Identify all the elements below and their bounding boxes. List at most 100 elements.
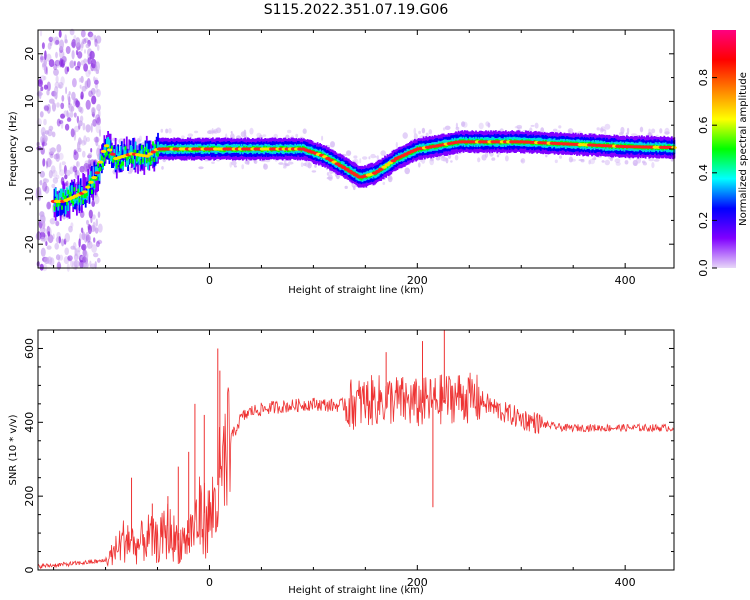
spectrogram-band-cell: [78, 198, 81, 203]
spectrogram-band-cell: [82, 199, 85, 205]
spectrogram-band-cell: [81, 191, 83, 213]
spectrogram-noise-speck: [48, 125, 54, 131]
spectrogram-band-cell: [155, 153, 158, 162]
spectrogram-noise-speck: [47, 231, 51, 237]
spectrogram-band-cell: [122, 161, 124, 171]
spectrogram-noise-speck: [66, 117, 72, 122]
spectrogram-noise-speck: [62, 56, 67, 65]
spectrogram-noise-speck: [43, 84, 49, 90]
spectrogram-noise-speck: [58, 120, 64, 125]
spectrogram-halo-speck: [303, 162, 307, 167]
spectrogram-noise-speck: [40, 75, 46, 81]
spectrogram-ridge-point: [150, 150, 157, 154]
spectrogram-halo-speck: [194, 130, 199, 134]
spectrogram-halo-speck: [619, 131, 624, 135]
spectrogram-noise-speck: [65, 169, 71, 177]
spectrogram-noise-speck: [45, 66, 48, 75]
spectrogram-noise-speck: [93, 136, 100, 143]
spectrogram-noise-speck: [64, 174, 68, 180]
spectrogram-halo-speck: [664, 131, 670, 135]
spectrogram-noise-speck: [80, 30, 86, 38]
spectrogram-noise-speck: [83, 58, 88, 64]
spectrogram-halo-speck: [626, 127, 630, 134]
spectrogram-noise-speck: [97, 211, 101, 218]
spectrogram-noise-speck: [95, 241, 100, 248]
spectrogram-noise-speck: [77, 246, 81, 253]
spectrogram-halo-speck: [484, 152, 489, 158]
spectrogram-band-cell: [86, 181, 88, 196]
spectrogram-noise-speck: [49, 218, 56, 225]
spectrogram-halo-speck: [230, 131, 233, 134]
spectrogram-noise-speck: [60, 113, 66, 119]
spectrogram-halo-speck: [599, 127, 604, 133]
spectrogram-band-cell: [66, 187, 68, 196]
spectrogram-halo-speck: [444, 125, 451, 130]
spectrogram-band-cell: [118, 151, 121, 161]
spectrogram-halo-speck: [249, 127, 254, 135]
spectrogram-band-cell: [115, 164, 118, 169]
spectrogram-noise-speck: [96, 117, 101, 126]
spectrogram-band-cell: [73, 195, 76, 205]
spectrogram-band-cell: [83, 174, 86, 196]
spectrogram-band-cell: [56, 194, 58, 203]
spectrogram-noise-speck: [78, 238, 81, 248]
spectrogram-noise-speck: [53, 91, 58, 100]
spectrogram-halo-speck: [478, 122, 484, 130]
spectrogram-noise-speck: [86, 78, 91, 88]
spectrogram-halo-speck: [211, 161, 215, 164]
spectrogram-noise-speck: [37, 78, 43, 87]
spectrogram-band-cell: [111, 145, 113, 150]
spectrogram-band-cell: [68, 194, 71, 199]
spectrogram-halo-speck: [241, 164, 244, 170]
spectrogram-noise-speck: [80, 75, 84, 84]
spectrogram-ridge-point: [94, 171, 100, 175]
spectrogram-band-cell: [157, 152, 159, 157]
spectrogram-halo-speck: [520, 158, 526, 164]
spectrogram-noise-speck: [98, 109, 101, 119]
colorbar-label: Normalized spectral amplitude: [738, 72, 749, 226]
spectrogram-band-cell: [64, 205, 67, 215]
spectrogram-band-cell: [109, 140, 112, 155]
spectrogram-halo-speck: [648, 132, 651, 137]
spectrogram-band-cell: [53, 188, 56, 203]
spectrogram-noise-speck: [96, 44, 100, 51]
spectrogram-halo-speck: [160, 128, 164, 133]
snr-y-tick-label: 400: [23, 412, 36, 433]
spectrogram-band-cell: [88, 174, 91, 184]
spectrogram-noise-speck: [54, 242, 59, 250]
spectrogram-noise-speck: [39, 76, 42, 84]
spectrogram-noise-speck: [96, 103, 101, 112]
spectrogram-band-cell: [93, 162, 96, 177]
spectrogram-band-cell: [149, 161, 152, 166]
spectrogram-halo-speck: [450, 160, 453, 163]
spectrogram-band-cell: [99, 153, 102, 163]
spectrogram-band-cell: [109, 150, 112, 155]
spectrogram-band-cell: [59, 201, 62, 216]
snr-x-tick-label: 0: [206, 576, 213, 589]
spectrogram-band-cell: [54, 199, 57, 221]
spectrogram-ridge-point: [88, 180, 94, 184]
spectrogram-noise-speck: [50, 147, 56, 153]
spectrogram-halo-speck: [265, 159, 271, 163]
spectrogram-noise-speck: [43, 104, 50, 111]
spectrogram-noise-speck: [56, 144, 62, 153]
spectrogram-noise-speck: [95, 123, 101, 134]
spectrogram-band-cell: [97, 169, 99, 192]
spectrogram-noise-speck: [52, 177, 59, 184]
spectrogram-noise-speck: [46, 89, 50, 96]
spectrogram-halo-speck: [262, 134, 267, 137]
spectrogram-band-cell: [114, 161, 117, 170]
spectrogram-band-cell: [130, 146, 133, 155]
snr-series-line: [37, 372, 674, 570]
spectrogram-noise-speck: [73, 151, 79, 161]
spectrogram-noise-speck: [67, 255, 73, 261]
spectrogram-noise-speck: [64, 123, 70, 131]
spectrogram-band-cell: [155, 136, 158, 152]
spectrogram-noise-speck: [80, 91, 84, 100]
spectrogram-noise-speck: [58, 236, 61, 244]
spectrogram-halo-speck: [247, 160, 250, 165]
spectrogram-ridge-point: [378, 167, 384, 171]
spectrogram-noise-speck: [43, 58, 47, 67]
spectrogram-halo-speck: [487, 122, 491, 128]
spectrogram-band-cell: [133, 137, 136, 160]
